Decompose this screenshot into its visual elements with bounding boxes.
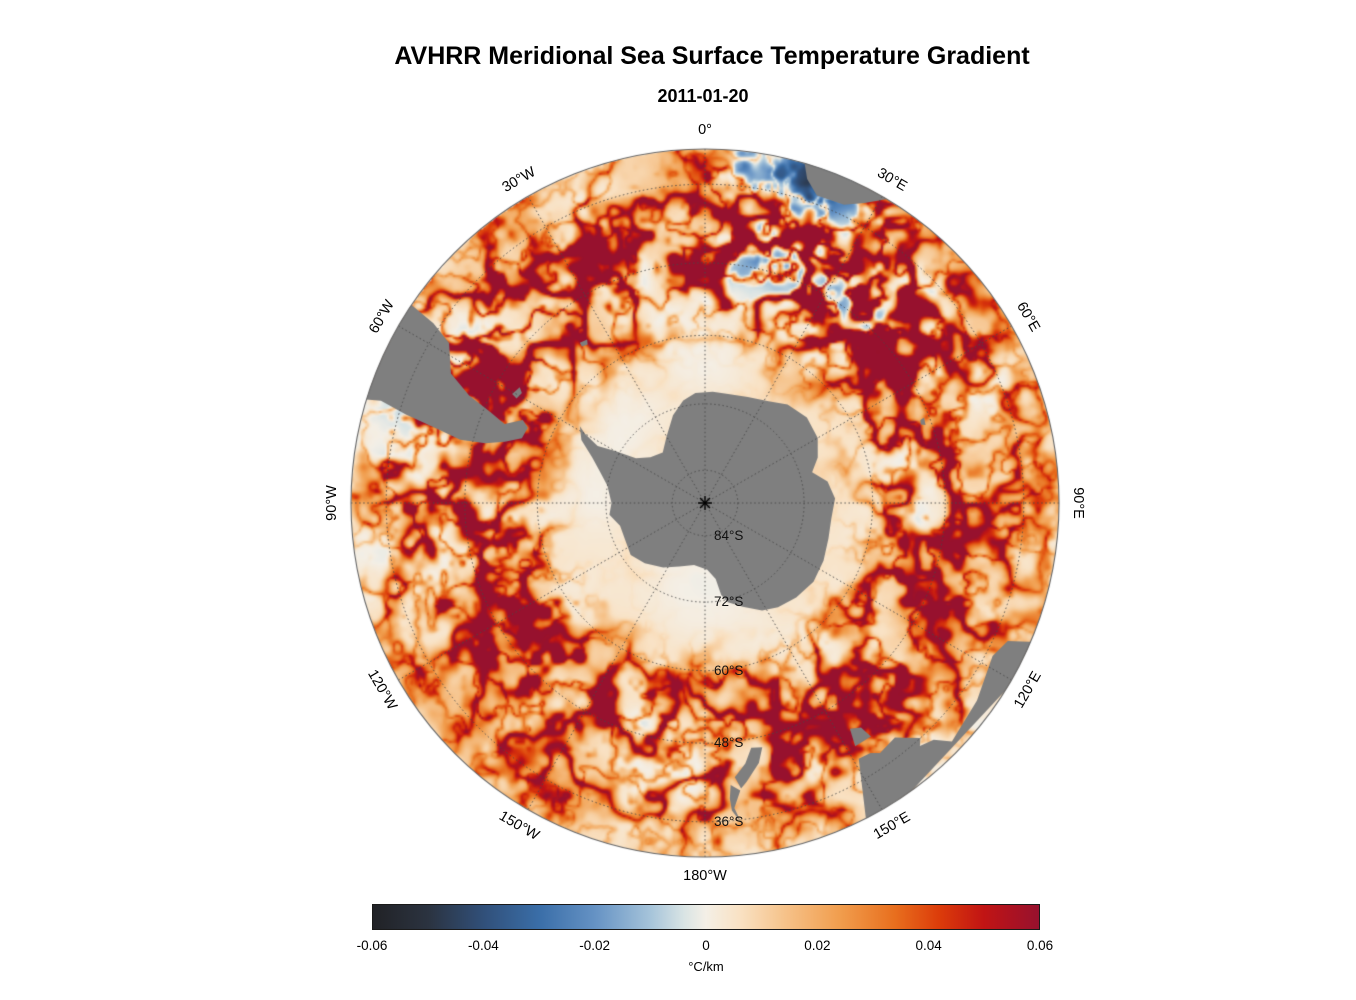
longitude-label: 90°E xyxy=(1070,487,1086,519)
polar-stereographic-map: 0° 30°E 60°E 90°E 120°E 150°E 180°W 150°W 120°W 9… xyxy=(324,122,1086,884)
figure-date-subtitle: 2011-01-20 xyxy=(657,86,749,106)
colorbar-tick-label: 0.04 xyxy=(915,938,942,953)
colorbar: -0.06 -0.04 -0.02 0 0.02 0.04 0.06 °C/km xyxy=(357,904,1054,978)
longitude-label: 180°W xyxy=(683,868,727,884)
longitude-label: 90°W xyxy=(324,485,340,521)
colorbar-tick-label: -0.06 xyxy=(356,938,388,953)
figure-title: AVHRR Meridional Sea Surface Temperature… xyxy=(394,42,1030,70)
sst-gradient-raster xyxy=(345,143,1065,863)
colorbar-tick-label: 0.06 xyxy=(1026,938,1054,953)
colorbar-tick-label: 0.02 xyxy=(804,938,831,953)
longitude-label: 0° xyxy=(698,122,712,138)
colorbar-tick-label: 0 xyxy=(702,938,710,953)
colorbar-unit-label: °C/km xyxy=(688,959,724,974)
colorbar-tick-label: -0.04 xyxy=(467,938,499,953)
colorbar-gradient-bar xyxy=(372,904,1040,930)
colorbar-tick-label: -0.02 xyxy=(579,938,611,953)
colorbar-tick-labels: -0.06 -0.04 -0.02 0 0.02 0.04 0.06 xyxy=(357,904,1054,978)
